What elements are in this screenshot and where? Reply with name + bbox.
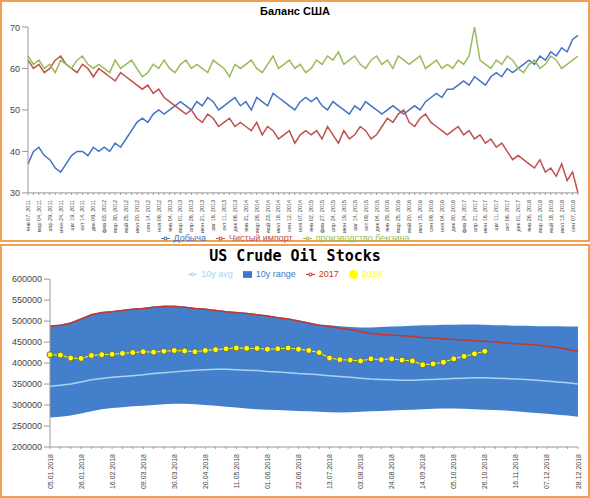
svg-text:05.01.2018: 05.01.2018 [47, 454, 54, 489]
svg-text:мар 04, 2011: мар 04, 2011 [36, 200, 42, 232]
svg-text:14.09.2018: 14.09.2018 [419, 454, 426, 489]
svg-text:мар 01, 2013: мар 01, 2013 [177, 200, 183, 233]
svg-text:01.06.2018: 01.06.2018 [264, 454, 271, 489]
svg-text:22.06.2018: 22.06.2018 [295, 454, 302, 489]
svg-text:50: 50 [10, 105, 20, 115]
svg-text:янв 26, 2018: янв 26, 2018 [526, 200, 532, 232]
svg-text:июл 20, 2012: июл 20, 2012 [134, 200, 140, 233]
svg-text:дек 09, 2011: дек 09, 2011 [90, 200, 96, 231]
svg-text:09.03.2018: 09.03.2018 [140, 454, 147, 489]
svg-text:май 20, 2016: май 20, 2016 [406, 200, 412, 233]
svg-text:мар 28, 2014: мар 28, 2014 [254, 200, 260, 233]
svg-text:июл 18, 2014: июл 18, 2014 [275, 200, 281, 233]
svg-text:окт 06, 2017: окт 06, 2017 [504, 200, 510, 231]
svg-text:дек 04, 2015: дек 04, 2015 [374, 200, 380, 232]
svg-text:13.07.2018: 13.07.2018 [326, 454, 333, 489]
html-text:Баланс США: Баланс США [260, 5, 330, 17]
svg-text:фев 24, 2017: фев 24, 2017 [461, 200, 467, 233]
svg-text:450000: 450000 [12, 337, 42, 347]
svg-text:07.12.2018: 07.12.2018 [543, 454, 550, 489]
svg-text:мар 25, 2016: мар 25, 2016 [395, 200, 401, 233]
svg-text:окт 09, 2015: окт 09, 2015 [363, 200, 369, 231]
svg-text:600000: 600000 [12, 274, 42, 284]
svg-text:июн 16, 2017: июн 16, 2017 [482, 200, 488, 233]
svg-text:мар 30, 2012: мар 30, 2012 [112, 200, 118, 233]
svg-text:ноя 07, 2014: ноя 07, 2014 [297, 200, 303, 232]
svg-text:июн 19, 2015: июн 19, 2015 [341, 200, 347, 233]
svg-text:70: 70 [10, 23, 20, 33]
svg-text:май 25, 2012: май 25, 2012 [123, 200, 129, 233]
html-text:2018: 2018 [361, 269, 382, 279]
svg-text:авг 19, 2011: авг 19, 2011 [69, 200, 75, 231]
svg-text:250000: 250000 [12, 421, 42, 431]
svg-text:350000: 350000 [12, 379, 42, 389]
svg-text:июл 13, 2018: июл 13, 2018 [559, 200, 565, 233]
svg-text:30: 30 [10, 188, 20, 198]
svg-text:дек 30, 2016: дек 30, 2016 [450, 200, 456, 232]
svg-text:апр 24, 2015: апр 24, 2015 [330, 200, 336, 232]
svg-text:05.10.2018: 05.10.2018 [450, 454, 457, 489]
svg-text:апр 29, 2011: апр 29, 2011 [47, 200, 53, 232]
svg-text:30.03.2018: 30.03.2018 [171, 454, 178, 489]
svg-text:апр 26, 2013: апр 26, 2013 [188, 200, 194, 232]
svg-text:ноя 04, 2016: ноя 04, 2016 [439, 200, 445, 232]
html-text:10y avg: 10y avg [201, 269, 233, 279]
svg-text:500000: 500000 [12, 316, 42, 326]
html-text:Чистый импорт: Чистый импорт [229, 232, 293, 243]
html-text:Добыча: Добыча [173, 232, 206, 243]
svg-text:мар 23, 2018: мар 23, 2018 [537, 200, 543, 233]
svg-text:май 23, 2014: май 23, 2014 [265, 200, 271, 233]
html-text:2017: 2017 [318, 269, 339, 279]
svg-text:сен 14, 2012: сен 14, 2012 [145, 200, 151, 232]
svg-text:200000: 200000 [12, 442, 42, 452]
svg-text:авг 11, 2017: авг 11, 2017 [493, 200, 499, 231]
svg-text:300000: 300000 [12, 400, 42, 410]
svg-text:янв 31, 2014: янв 31, 2014 [243, 200, 249, 232]
svg-text:сен 12, 2014: сен 12, 2014 [286, 200, 292, 232]
svg-text:40: 40 [10, 147, 20, 157]
svg-text:янв 07, 2011: янв 07, 2011 [25, 200, 31, 231]
html-text:US Crude Oil Stocks: US Crude Oil Stocks [209, 247, 381, 265]
svg-text:апр 21, 2017: апр 21, 2017 [472, 200, 478, 232]
svg-text:июн 24, 2011: июн 24, 2011 [58, 200, 64, 233]
svg-text:фев 27, 2015: фев 27, 2015 [319, 200, 325, 233]
svg-text:ноя 09, 2012: ноя 09, 2012 [156, 200, 162, 232]
svg-text:фев 03, 2012: фев 03, 2012 [101, 200, 107, 233]
svg-text:16.02.2018: 16.02.2018 [109, 454, 116, 489]
svg-text:сен 09, 2016: сен 09, 2016 [428, 200, 434, 232]
html-text:производство бензина: производство бензина [315, 232, 410, 243]
svg-text:окт 11, 2013: окт 11, 2013 [221, 200, 227, 231]
svg-text:янв 04, 2013: янв 04, 2013 [167, 200, 173, 232]
svg-text:11.05.2018: 11.05.2018 [233, 454, 240, 489]
svg-text:авг 16, 2013: авг 16, 2013 [210, 200, 216, 231]
svg-text:янв 29, 2016: янв 29, 2016 [384, 200, 390, 232]
svg-text:400000: 400000 [12, 358, 42, 368]
svg-text:июн 21, 2013: июн 21, 2013 [199, 200, 205, 233]
svg-text:03.08.2018: 03.08.2018 [357, 454, 364, 489]
html-text:10y range: 10y range [255, 269, 296, 279]
svg-text:28.12.2018: 28.12.2018 [575, 454, 582, 489]
svg-text:дек 01, 2017: дек 01, 2017 [515, 200, 521, 232]
svg-text:550000: 550000 [12, 295, 42, 305]
svg-text:сен 07, 2018: сен 07, 2018 [570, 200, 576, 232]
svg-text:20.04.2018: 20.04.2018 [202, 454, 209, 489]
svg-text:авг 14, 2015: авг 14, 2015 [352, 200, 358, 231]
svg-text:май 18, 2018: май 18, 2018 [548, 200, 554, 233]
svg-text:60: 60 [10, 64, 20, 74]
svg-text:янв 02, 2015: янв 02, 2015 [308, 200, 314, 232]
svg-text:24.08.2018: 24.08.2018 [388, 454, 395, 489]
svg-text:26.01.2018: 26.01.2018 [78, 454, 85, 489]
svg-text:июл 15, 2016: июл 15, 2016 [417, 200, 423, 233]
svg-text:окт 14, 2011: окт 14, 2011 [79, 200, 85, 231]
svg-text:дек 06, 2013: дек 06, 2013 [232, 200, 238, 232]
svg-text:16.11.2018: 16.11.2018 [512, 454, 519, 489]
svg-text:26.10.2018: 26.10.2018 [481, 454, 488, 489]
